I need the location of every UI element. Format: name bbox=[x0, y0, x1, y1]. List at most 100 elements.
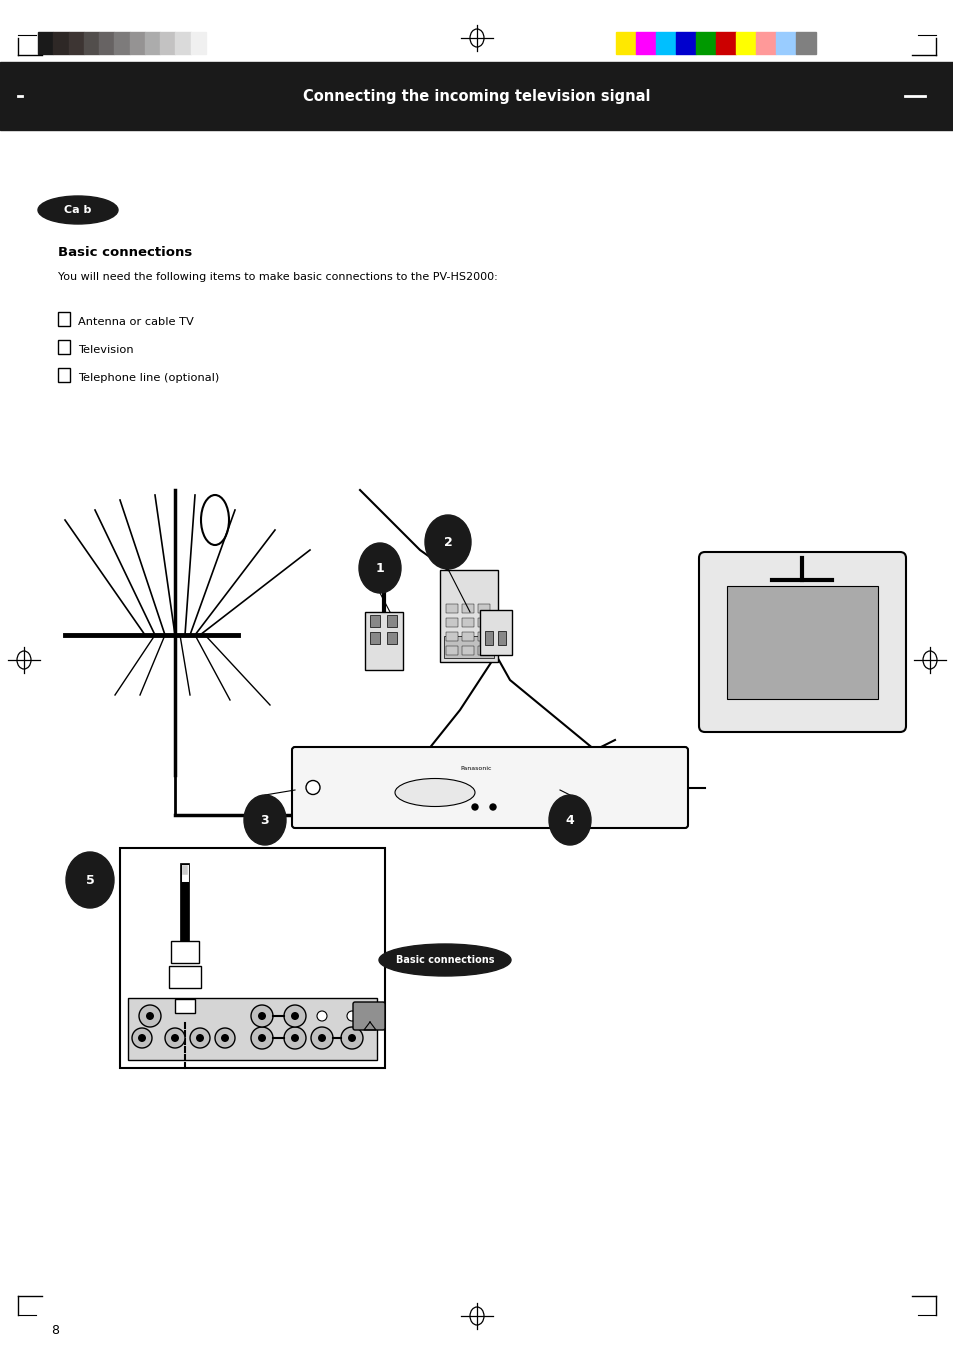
Bar bbox=[99, 32, 114, 54]
Bar bbox=[120, 848, 385, 1069]
Bar bbox=[461, 632, 474, 640]
Circle shape bbox=[138, 1034, 146, 1042]
Text: Basic connections: Basic connections bbox=[58, 246, 193, 259]
Circle shape bbox=[251, 1027, 273, 1048]
Circle shape bbox=[132, 1028, 152, 1048]
Bar bbox=[446, 646, 457, 655]
Bar bbox=[446, 632, 457, 640]
Bar bbox=[446, 617, 457, 627]
FancyBboxPatch shape bbox=[699, 553, 905, 732]
Ellipse shape bbox=[358, 543, 400, 593]
Bar bbox=[716, 32, 735, 54]
Bar bbox=[755, 32, 775, 54]
Bar bbox=[484, 631, 493, 644]
Bar bbox=[84, 32, 99, 54]
Bar bbox=[69, 32, 84, 54]
Circle shape bbox=[348, 1034, 355, 1042]
Circle shape bbox=[376, 553, 391, 567]
Circle shape bbox=[291, 1034, 298, 1042]
Circle shape bbox=[171, 1034, 179, 1042]
Bar bbox=[461, 617, 474, 627]
Bar bbox=[461, 646, 474, 655]
Bar bbox=[58, 340, 70, 354]
Circle shape bbox=[306, 781, 319, 794]
Ellipse shape bbox=[38, 196, 118, 224]
Circle shape bbox=[139, 1005, 161, 1027]
Bar bbox=[616, 32, 636, 54]
Bar bbox=[775, 32, 795, 54]
Text: 4: 4 bbox=[565, 813, 574, 827]
Circle shape bbox=[214, 1028, 234, 1048]
Bar bbox=[443, 636, 494, 658]
Ellipse shape bbox=[548, 794, 590, 844]
Circle shape bbox=[490, 804, 496, 811]
Text: 2: 2 bbox=[443, 535, 452, 549]
Bar bbox=[461, 604, 474, 613]
Bar bbox=[795, 32, 815, 54]
Text: Telephone line (optional): Telephone line (optional) bbox=[78, 373, 219, 382]
Bar bbox=[477, 617, 490, 627]
Bar bbox=[696, 32, 716, 54]
Bar bbox=[58, 367, 70, 382]
FancyBboxPatch shape bbox=[292, 747, 687, 828]
Text: 8: 8 bbox=[51, 1324, 59, 1336]
Circle shape bbox=[257, 1012, 266, 1020]
Bar bbox=[169, 966, 201, 988]
Circle shape bbox=[311, 1027, 333, 1048]
Bar bbox=[53, 32, 69, 54]
Circle shape bbox=[284, 1027, 306, 1048]
Text: Television: Television bbox=[78, 345, 133, 355]
Bar bbox=[370, 615, 379, 627]
Circle shape bbox=[190, 1028, 210, 1048]
Bar bbox=[130, 32, 145, 54]
Text: Connecting the incoming television signal: Connecting the incoming television signa… bbox=[303, 89, 650, 104]
Bar bbox=[387, 632, 396, 644]
Bar bbox=[114, 32, 130, 54]
Text: 3: 3 bbox=[260, 813, 269, 827]
Circle shape bbox=[221, 1034, 229, 1042]
Circle shape bbox=[472, 804, 477, 811]
Ellipse shape bbox=[378, 944, 511, 975]
Text: You will need the following items to make basic connections to the PV-HS2000:: You will need the following items to mak… bbox=[58, 272, 497, 282]
Bar bbox=[726, 586, 877, 698]
Bar bbox=[160, 32, 175, 54]
Bar bbox=[477, 646, 490, 655]
Bar bbox=[365, 612, 402, 670]
Bar bbox=[58, 312, 70, 326]
Bar bbox=[128, 998, 376, 1061]
Bar bbox=[735, 32, 755, 54]
Ellipse shape bbox=[244, 794, 286, 844]
Bar bbox=[387, 615, 396, 627]
Text: Antenna or cable TV: Antenna or cable TV bbox=[78, 317, 193, 327]
Bar bbox=[676, 32, 696, 54]
Circle shape bbox=[195, 1034, 204, 1042]
Circle shape bbox=[317, 1034, 326, 1042]
Bar bbox=[439, 570, 497, 662]
Circle shape bbox=[347, 1011, 356, 1021]
Bar bbox=[370, 632, 379, 644]
Bar bbox=[477, 632, 490, 640]
Bar bbox=[175, 32, 191, 54]
Text: Ca b: Ca b bbox=[64, 205, 91, 215]
Bar bbox=[171, 942, 199, 963]
Circle shape bbox=[146, 1012, 153, 1020]
Circle shape bbox=[284, 1005, 306, 1027]
Bar bbox=[446, 604, 457, 613]
Bar bbox=[0, 62, 953, 130]
Ellipse shape bbox=[395, 778, 475, 807]
Bar bbox=[497, 631, 505, 644]
FancyBboxPatch shape bbox=[353, 1002, 385, 1029]
Bar bbox=[656, 32, 676, 54]
Bar bbox=[636, 32, 656, 54]
Bar bbox=[174, 998, 194, 1013]
Text: Basic connections: Basic connections bbox=[395, 955, 494, 965]
Bar bbox=[477, 604, 490, 613]
Text: 5: 5 bbox=[86, 874, 94, 886]
Bar bbox=[145, 32, 160, 54]
Text: 1: 1 bbox=[375, 562, 384, 574]
Bar bbox=[38, 32, 53, 54]
Circle shape bbox=[257, 1034, 266, 1042]
Circle shape bbox=[316, 1011, 327, 1021]
Circle shape bbox=[291, 1012, 298, 1020]
Ellipse shape bbox=[66, 852, 113, 908]
